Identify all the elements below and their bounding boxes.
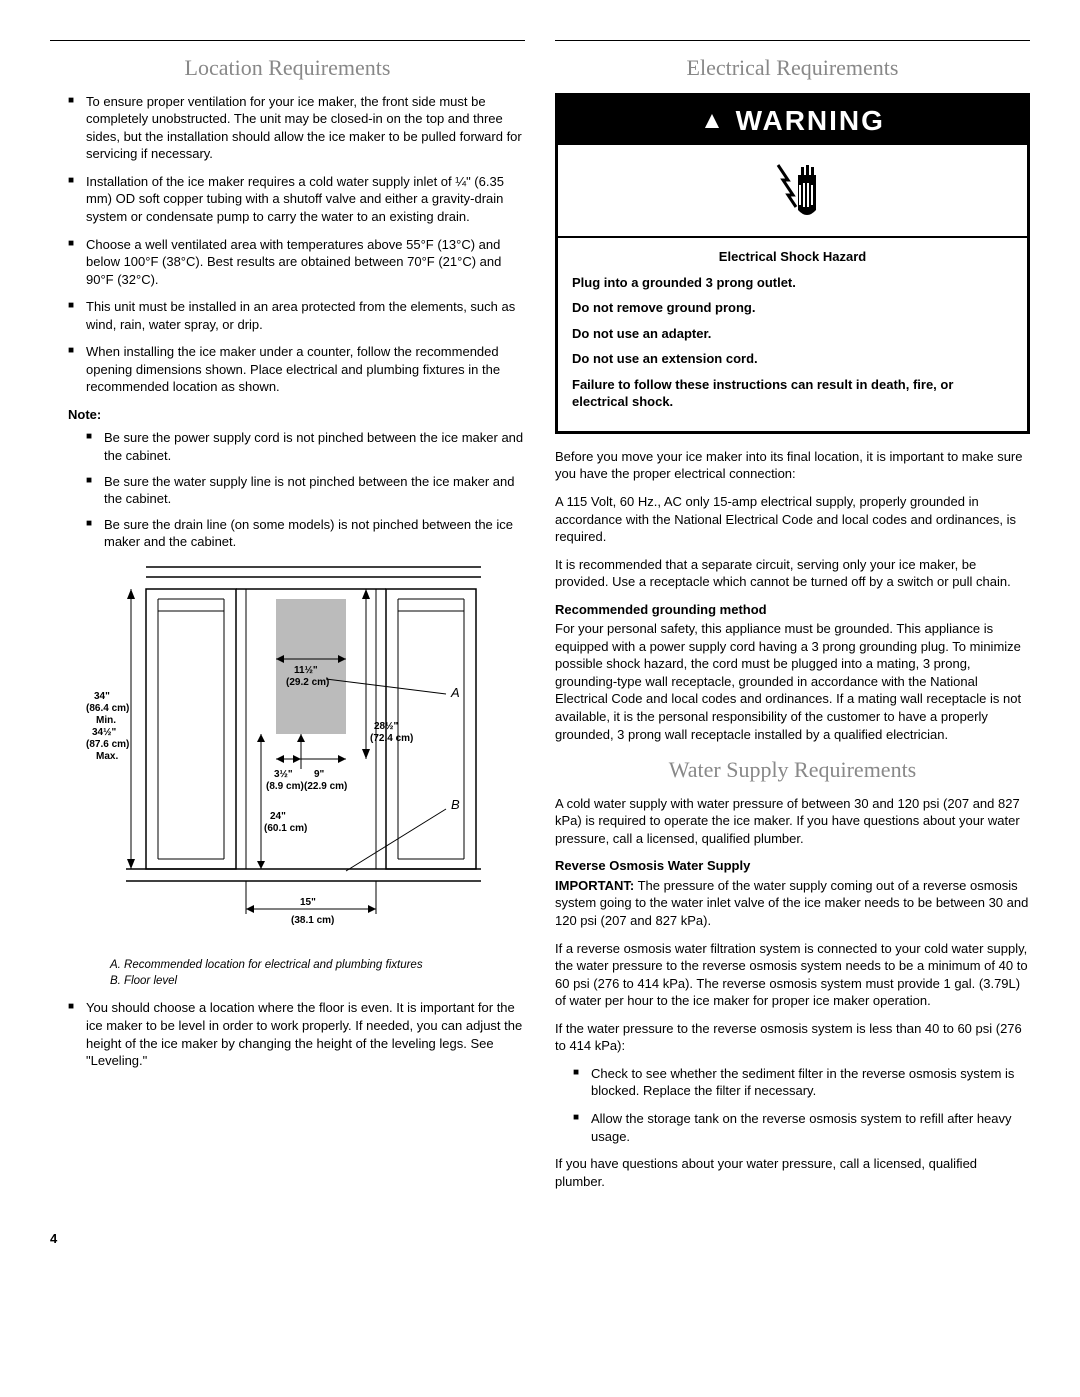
page-container: Location Requirements To ensure proper v… [50, 40, 1030, 1200]
warning-box: ▲ WARNING Electrical Shock Hazard Plug i… [555, 93, 1030, 434]
svg-text:(87.6 cm): (87.6 cm) [86, 739, 129, 750]
warning-header-text: WARNING [736, 105, 885, 136]
paragraph: IMPORTANT: The pressure of the water sup… [555, 877, 1030, 930]
location-requirements-title: Location Requirements [50, 53, 525, 83]
list-item: When installing the ice maker under a co… [68, 343, 525, 396]
svg-text:(60.1 cm): (60.1 cm) [264, 823, 307, 834]
svg-text:(29.2 cm): (29.2 cm) [286, 677, 329, 688]
location-bullet-list: To ensure proper ventilation for your ic… [50, 93, 525, 396]
svg-text:34½": 34½" [92, 727, 116, 738]
svg-text:Max.: Max. [96, 751, 118, 762]
svg-text:3½": 3½" [274, 769, 293, 780]
warning-header: ▲ WARNING [558, 96, 1027, 146]
svg-text:(86.4 cm): (86.4 cm) [86, 703, 129, 714]
svg-text:(8.9 cm): (8.9 cm) [266, 781, 304, 792]
opening-dimensions-diagram: 34" (86.4 cm) Min. 34½" (87.6 cm) Max. 1… [86, 559, 486, 944]
ro-bullet-list: Check to see whether the sediment filter… [555, 1065, 1030, 1145]
electrical-requirements-title: Electrical Requirements [555, 53, 1030, 83]
list-item: This unit must be installed in an area p… [68, 298, 525, 333]
shock-hazard-icon [558, 145, 1027, 238]
list-item: Allow the storage tank on the reverse os… [573, 1110, 1030, 1145]
important-label: IMPORTANT: [555, 878, 634, 893]
svg-text:(38.1 cm): (38.1 cm) [291, 915, 334, 926]
reverse-osmosis-label: Reverse Osmosis Water Supply [555, 857, 1030, 875]
warning-subtitle: Electrical Shock Hazard [572, 248, 1013, 266]
warning-line: Plug into a grounded 3 prong outlet. [572, 274, 1013, 292]
paragraph: Before you move your ice maker into its … [555, 448, 1030, 483]
paragraph: For your personal safety, this appliance… [555, 620, 1030, 743]
diagram-caption: A. Recommended location for electrical a… [110, 957, 525, 989]
svg-text:9": 9" [314, 769, 325, 780]
list-item: Check to see whether the sediment filter… [573, 1065, 1030, 1100]
svg-text:Min.: Min. [96, 715, 116, 726]
right-column: Electrical Requirements ▲ WARNING Electr [555, 40, 1030, 1200]
warning-body: Electrical Shock Hazard Plug into a grou… [558, 238, 1027, 431]
paragraph: If a reverse osmosis water filtration sy… [555, 940, 1030, 1010]
list-item: Be sure the water supply line is not pin… [86, 473, 525, 508]
svg-text:11½": 11½" [294, 665, 318, 676]
caption-b: B. Floor level [110, 973, 525, 989]
svg-text:34": 34" [94, 691, 110, 702]
svg-text:A: A [450, 685, 460, 700]
paragraph: It is recommended that a separate circui… [555, 556, 1030, 591]
paragraph: If you have questions about your water p… [555, 1155, 1030, 1190]
list-item: Choose a well ventilated area with tempe… [68, 236, 525, 289]
location-bullet-list-2: You should choose a location where the f… [50, 999, 525, 1069]
paragraph: A 115 Volt, 60 Hz., AC only 15-amp elect… [555, 493, 1030, 546]
list-item: You should choose a location where the f… [68, 999, 525, 1069]
svg-text:(72.4 cm): (72.4 cm) [370, 733, 413, 744]
list-item: Installation of the ice maker requires a… [68, 173, 525, 226]
warning-line: Do not remove ground prong. [572, 299, 1013, 317]
paragraph: If the water pressure to the reverse osm… [555, 1020, 1030, 1055]
paragraph: A cold water supply with water pressure … [555, 795, 1030, 848]
svg-text:(22.9 cm): (22.9 cm) [304, 781, 347, 792]
warning-line: Do not use an extension cord. [572, 350, 1013, 368]
grounding-method-label: Recommended grounding method [555, 601, 1030, 619]
warning-line: Failure to follow these instructions can… [572, 376, 1013, 411]
note-label: Note: [68, 406, 525, 424]
svg-text:15": 15" [300, 897, 316, 908]
water-supply-title: Water Supply Requirements [555, 755, 1030, 785]
warning-line: Do not use an adapter. [572, 325, 1013, 343]
list-item: To ensure proper ventilation for your ic… [68, 93, 525, 163]
caption-a: A. Recommended location for electrical a… [110, 957, 525, 973]
svg-text:28½": 28½" [374, 721, 398, 732]
list-item: Be sure the drain line (on some models) … [86, 516, 525, 551]
svg-text:24": 24" [270, 811, 286, 822]
left-column: Location Requirements To ensure proper v… [50, 40, 525, 1200]
page-number: 4 [50, 1230, 1030, 1248]
warning-triangle-icon: ▲ [700, 107, 726, 134]
list-item: Be sure the power supply cord is not pin… [86, 429, 525, 464]
svg-text:B: B [451, 797, 460, 812]
note-bullet-list: Be sure the power supply cord is not pin… [50, 429, 525, 550]
diagram-svg: 34" (86.4 cm) Min. 34½" (87.6 cm) Max. 1… [86, 559, 486, 939]
